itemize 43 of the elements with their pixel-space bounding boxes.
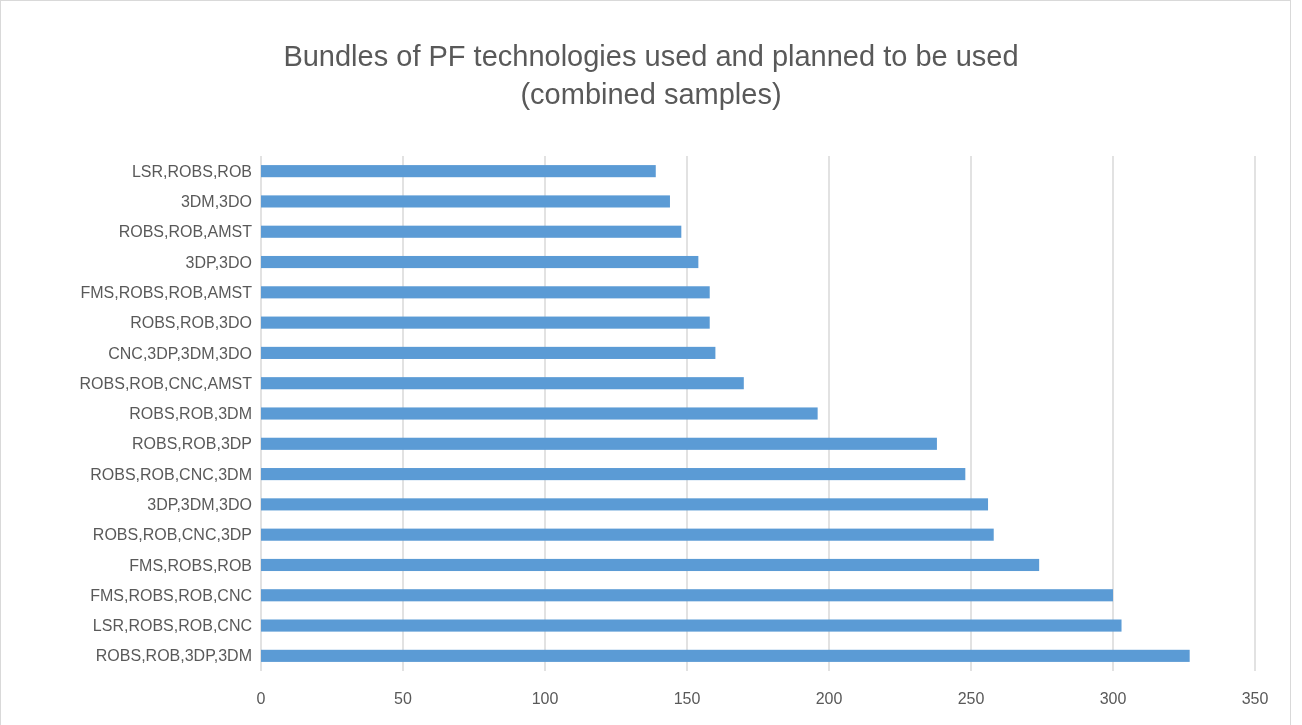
bar xyxy=(261,468,966,481)
x-tick-label: 100 xyxy=(531,690,559,707)
y-tick-label: ROBS,ROB,AMST xyxy=(118,223,253,241)
bar xyxy=(261,165,656,178)
bar xyxy=(261,498,989,511)
y-tick-label: FMS,ROBS,ROB,AMST xyxy=(80,283,253,301)
y-tick-label: 3DP,3DM,3DO xyxy=(147,495,252,513)
bar xyxy=(261,528,994,541)
y-tick-label: ROBS,ROB,3DO xyxy=(130,314,252,332)
y-tick-label: ROBS,ROB,3DP,3DM xyxy=(95,647,252,665)
x-tick-label: 250 xyxy=(957,690,985,707)
y-tick-label: ROBS,ROB,CNC,3DP xyxy=(92,526,252,544)
y-tick-label: LSR,ROBS,ROB,CNC xyxy=(92,617,252,635)
bar xyxy=(261,407,818,420)
y-tick-label: FMS,ROBS,ROB xyxy=(129,556,252,574)
bar xyxy=(261,558,1040,572)
x-tick-label: 200 xyxy=(815,690,843,707)
x-tick-label: 300 xyxy=(1099,690,1127,707)
chart-title: Bundles of PF technologies used and planned to be used (combined samples) xyxy=(283,40,1019,110)
y-tick-label: 3DP,3DO xyxy=(185,253,252,271)
y-tick-label: CNC,3DP,3DM,3DO xyxy=(108,344,252,362)
x-tick-label: 50 xyxy=(394,690,412,707)
bar xyxy=(261,589,1113,602)
bar xyxy=(261,195,670,208)
x-tick-label: 350 xyxy=(1241,690,1269,707)
bar xyxy=(261,316,710,329)
y-tick-label: ROBS,ROB,CNC,3DM xyxy=(90,465,252,483)
y-tick-label: ROBS,ROB,3DP xyxy=(131,435,252,453)
bar xyxy=(261,619,1122,632)
bar xyxy=(261,286,710,299)
y-tick-label: ROBS,ROB,3DM xyxy=(129,405,252,423)
x-tick-label: 150 xyxy=(673,690,701,707)
bar xyxy=(261,649,1190,662)
y-tick-label: 3DM,3DO xyxy=(180,193,252,211)
bar xyxy=(261,377,744,390)
bar xyxy=(261,255,699,269)
y-tick-label: ROBS,ROB,CNC,AMST xyxy=(79,374,253,392)
y-tick-label: LSR,ROBS,ROB xyxy=(131,162,252,180)
y-tick-label: FMS,ROBS,ROB,CNC xyxy=(90,586,252,604)
x-tick-label: 0 xyxy=(256,690,266,707)
bar xyxy=(261,225,682,238)
bar xyxy=(261,437,937,450)
bar xyxy=(261,346,716,359)
